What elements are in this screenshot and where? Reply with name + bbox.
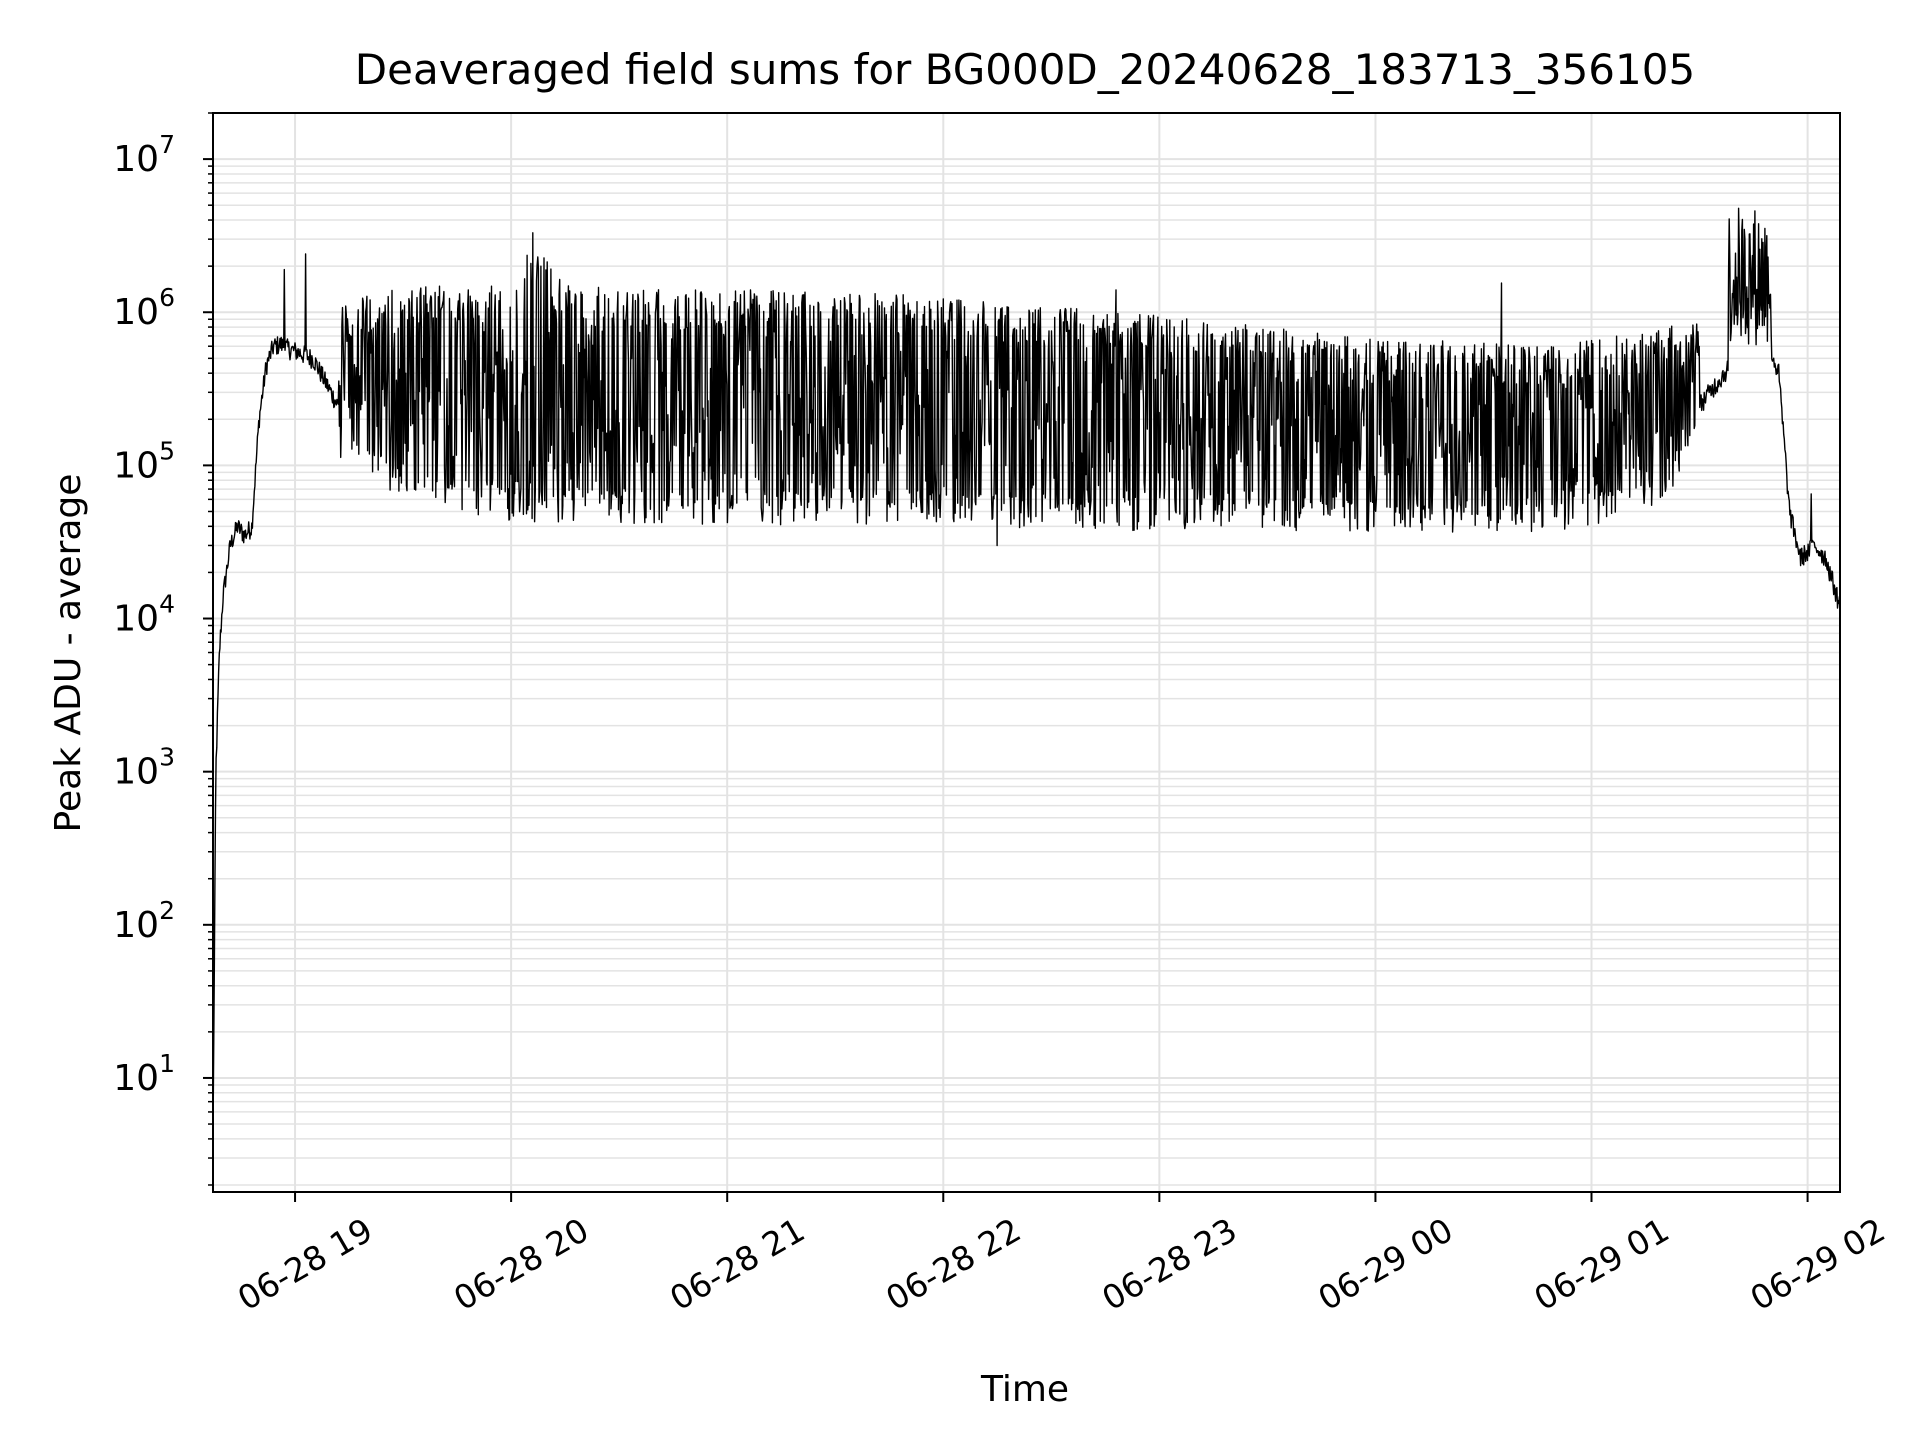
series-layer	[212, 207, 1841, 1136]
y-tick-label: 101	[113, 1049, 175, 1099]
y-axis-label: Peak ADU - average	[48, 474, 89, 833]
y-tick-label: 106	[113, 283, 175, 333]
y-tick-label: 102	[113, 896, 175, 946]
y-tick-label: 103	[113, 743, 175, 793]
x-axis-label: Time	[980, 1369, 1069, 1410]
chart-title: Deaveraged field sums for BG000D_2024062…	[355, 45, 1695, 94]
series-line-peak-adu	[212, 207, 1841, 1136]
y-tick-label: 105	[113, 436, 175, 486]
y-tick-label: 107	[113, 130, 175, 180]
y-tick-label: 104	[113, 590, 175, 640]
